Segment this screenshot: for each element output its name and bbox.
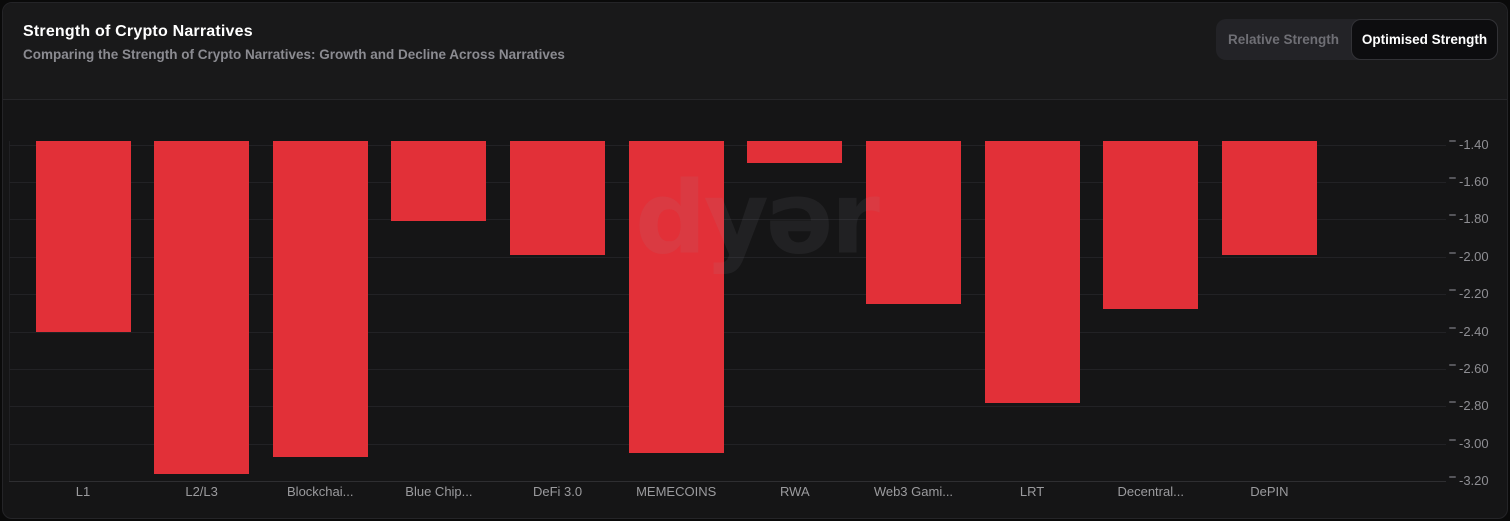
bar-lrt[interactable] — [984, 141, 1080, 403]
y-axis-label: -1.80 — [1459, 211, 1489, 227]
gridline — [9, 331, 1446, 333]
gridline — [9, 481, 1446, 483]
gridline — [9, 368, 1446, 370]
y-axis-tick — [1449, 177, 1456, 180]
x-axis-label: RWA — [780, 484, 810, 499]
y-axis-tick — [1449, 251, 1456, 254]
chart-title: Strength of Crypto Narratives — [23, 23, 253, 40]
y-axis-label: -2.40 — [1459, 323, 1489, 339]
bar-l1[interactable] — [35, 141, 131, 332]
gridline — [9, 219, 1446, 221]
tab-relative-strength[interactable]: Relative Strength — [1216, 19, 1351, 60]
y-axis-label: -1.40 — [1459, 136, 1489, 152]
y-axis-tick — [1449, 326, 1456, 329]
y-axis-label: -2.00 — [1459, 248, 1489, 264]
y-axis-tick — [1449, 289, 1456, 292]
y-axis-label: -3.00 — [1459, 435, 1489, 451]
y-axis-tick — [1449, 401, 1456, 404]
y-axis-tick — [1449, 363, 1456, 366]
bar-blue-chip[interactable] — [391, 141, 487, 222]
tab-optimised-strength[interactable]: Optimised Strength — [1351, 19, 1498, 60]
gridline — [9, 406, 1446, 408]
y-axis-label: -2.80 — [1459, 398, 1489, 414]
bar-depin[interactable] — [1221, 141, 1317, 255]
x-axis-label: Blue Chip... — [405, 484, 473, 499]
x-axis-label: L1 — [75, 484, 91, 499]
chart-subtitle: Comparing the Strength of Crypto Narrati… — [23, 47, 565, 62]
y-axis-tick — [1449, 476, 1456, 479]
panel-header: Strength of Crypto Narratives Comparing … — [3, 3, 1507, 100]
bar-web3-gami[interactable] — [865, 141, 961, 304]
gridline — [9, 182, 1446, 184]
x-axis-label: DeFi 3.0 — [532, 484, 583, 499]
x-axis-label: Decentral... — [1117, 484, 1184, 499]
y-axis-tick — [1449, 438, 1456, 441]
bar-blockchai[interactable] — [272, 141, 368, 457]
y-axis-tick — [1449, 214, 1456, 217]
y-axis-line — [9, 141, 10, 482]
y-axis-label: -2.20 — [1459, 286, 1489, 302]
y-axis-label: -3.20 — [1459, 473, 1489, 489]
bar-chart: dyər -1.40 -1.60 -1.80 -2.00 -2.20 -2.40 -2.60… — [3, 100, 1507, 518]
bar-decentral[interactable] — [1103, 141, 1199, 310]
x-axis-label: Blockchai... — [287, 484, 354, 499]
bar-l2-l3[interactable] — [154, 141, 250, 474]
y-axis-label: -1.60 — [1459, 174, 1489, 190]
bar-defi-3-0[interactable] — [510, 141, 606, 255]
y-axis-tick — [1449, 139, 1456, 142]
x-axis-label: Web3 Gami... — [873, 484, 954, 499]
x-axis-label: DePIN — [1250, 484, 1289, 499]
x-axis-label: MEMECOINS — [636, 484, 717, 499]
gridline — [9, 256, 1446, 258]
x-axis-label: L2/L3 — [185, 484, 218, 499]
gridline — [9, 294, 1446, 296]
x-axis-label: LRT — [1019, 484, 1045, 499]
strength-mode-toggle: Relative Strength Optimised Strength — [1216, 19, 1498, 60]
gridline — [9, 144, 1446, 146]
y-axis-label: -2.60 — [1459, 360, 1489, 376]
bar-memecoins[interactable] — [628, 141, 724, 454]
gridline — [9, 443, 1446, 445]
bar-rwa[interactable] — [747, 141, 843, 164]
